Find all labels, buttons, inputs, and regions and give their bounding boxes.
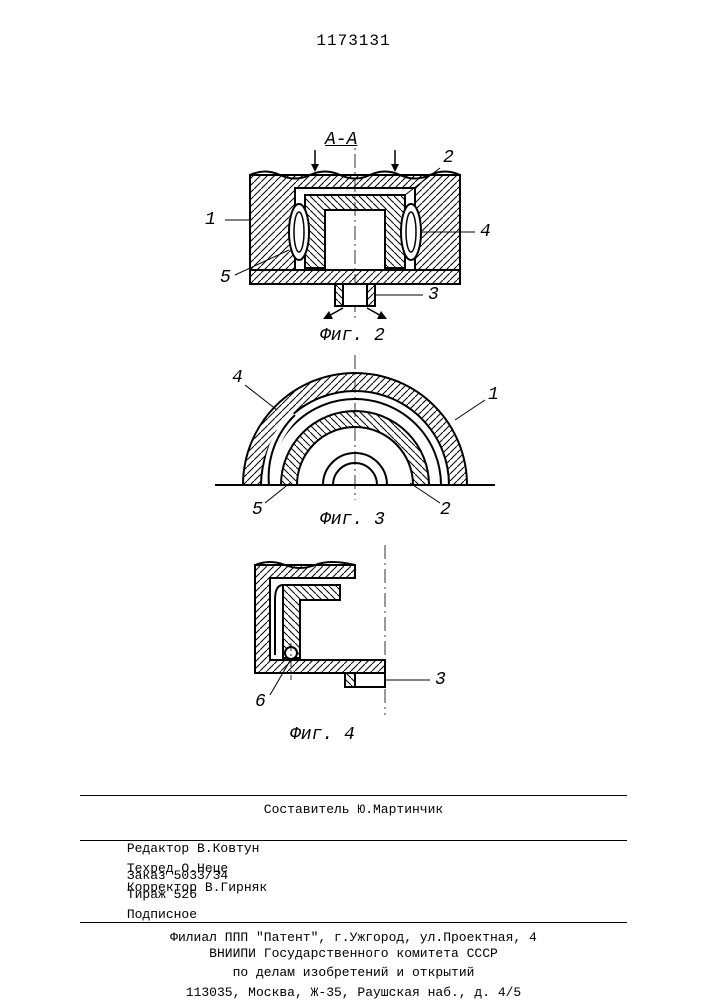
fig4-callout-3: 3 bbox=[435, 670, 446, 690]
fig2-callout-1: 1 bbox=[205, 210, 216, 230]
fig4-drawing bbox=[225, 545, 445, 715]
fig3-callout-5: 5 bbox=[252, 500, 263, 520]
patent-number: 1173131 bbox=[0, 32, 707, 50]
footer-addr1: 113035, Москва, Ж-35, Раушская наб., д. … bbox=[80, 983, 627, 1002]
footer-order-block: Заказ 5033/34 Тираж 526 Подписное ВНИИПИ… bbox=[80, 846, 627, 1002]
fig2-label: Фиг. 2 bbox=[320, 326, 385, 346]
fig3-callout-1: 1 bbox=[488, 385, 499, 405]
footer-org2: по делам изобретений и открытий bbox=[80, 963, 627, 983]
fig2-drawing bbox=[205, 140, 505, 320]
fig2-callout-4: 4 bbox=[480, 222, 491, 242]
figures-area: А-А 1 2 4 5 3 Фиг. 2 bbox=[0, 140, 707, 760]
fig3-drawing bbox=[205, 355, 505, 505]
fig3-callout-4: 4 bbox=[232, 368, 243, 388]
footer-sub: Подписное bbox=[127, 907, 197, 922]
footer-order: Заказ 5033/34 bbox=[127, 868, 228, 883]
footer-compiler: Составитель Ю.Мартинчик bbox=[80, 800, 627, 820]
page: 1173131 bbox=[0, 0, 707, 1000]
fig4-callout-6: 6 bbox=[255, 692, 266, 712]
footer-addr2: Филиал ППП "Патент", г.Ужгород, ул.Проек… bbox=[80, 928, 627, 948]
fig3-callout-2: 2 bbox=[440, 500, 451, 520]
fig2-callout-3: 3 bbox=[428, 285, 439, 305]
fig2-section-label: А-А bbox=[325, 130, 357, 150]
footer-tirazh: Тираж 526 bbox=[127, 887, 197, 902]
fig3-label: Фиг. 3 bbox=[320, 510, 385, 530]
fig4-label: Фиг. 4 bbox=[290, 725, 355, 745]
fig2-callout-2: 2 bbox=[443, 148, 454, 168]
fig2-callout-5: 5 bbox=[220, 268, 231, 288]
